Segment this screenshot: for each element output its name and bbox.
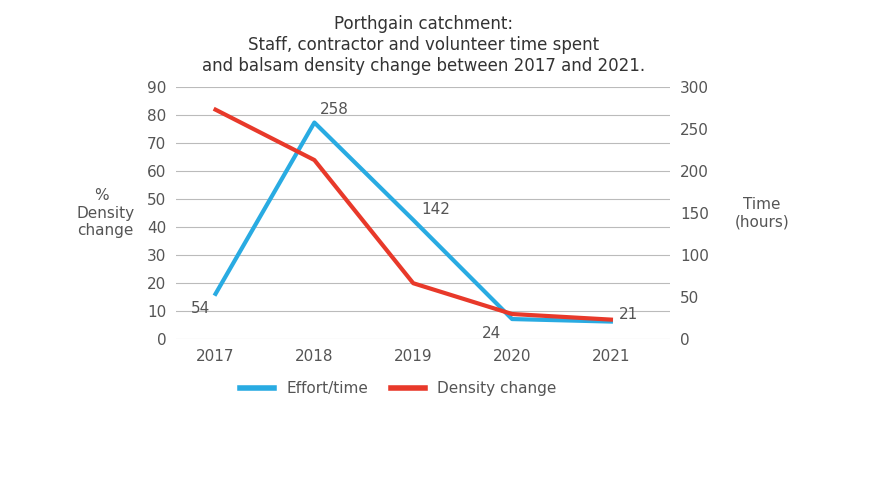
Text: 54: 54 (191, 301, 210, 316)
Y-axis label: % 
Density
change: % Density change (76, 188, 135, 238)
Y-axis label: Time
(hours): Time (hours) (734, 197, 789, 229)
Text: 24: 24 (482, 327, 501, 341)
Text: 258: 258 (320, 102, 349, 117)
Text: 21: 21 (620, 307, 639, 322)
Legend: Effort/time, Density change: Effort/time, Density change (234, 375, 563, 402)
Text: 142: 142 (421, 202, 450, 217)
Title: Porthgain catchment:
Staff, contractor and volunteer time spent
and balsam densi: Porthgain catchment: Staff, contractor a… (202, 15, 645, 75)
